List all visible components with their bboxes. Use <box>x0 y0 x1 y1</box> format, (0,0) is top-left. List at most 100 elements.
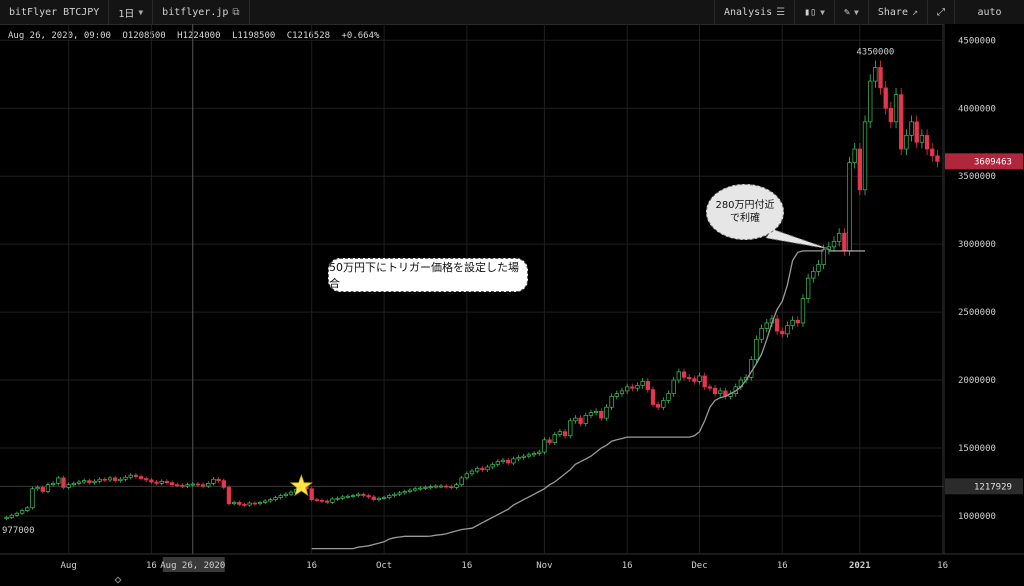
time-tick-label: 16 <box>937 561 948 571</box>
chart-type-button[interactable]: ▮▯ ▼ <box>794 0 834 24</box>
star-marker <box>289 474 313 497</box>
bubble-tail <box>765 228 829 250</box>
candle-body <box>842 232 847 252</box>
candle-body <box>511 458 516 464</box>
candle-body <box>868 80 873 123</box>
candle-body <box>904 135 909 150</box>
ohlc-legend: Aug 26, 2020, 09:00 O1208500 H1224000 L1… <box>8 31 385 41</box>
candle-body <box>506 459 511 464</box>
candle-body <box>785 325 790 335</box>
candle-body <box>71 482 76 486</box>
candle-body <box>92 480 97 484</box>
candle-body <box>262 500 268 503</box>
candle-body <box>542 439 547 453</box>
candle-body <box>557 431 563 435</box>
candle-body <box>14 512 20 516</box>
candle-body <box>407 489 413 492</box>
candle-body <box>35 487 40 490</box>
candle-body <box>935 155 940 162</box>
candle-body <box>257 502 263 505</box>
candle-body <box>475 468 480 472</box>
candle-body <box>780 330 785 335</box>
trigger-price-tag <box>945 478 1023 495</box>
candle-body <box>412 488 418 491</box>
candle-body <box>547 439 552 443</box>
price-tick-label: 4000000 <box>958 104 996 114</box>
candle-body <box>759 328 764 340</box>
candle-body <box>826 246 831 250</box>
candle-body <box>862 121 868 191</box>
candle-body <box>712 387 718 394</box>
exchange-link[interactable]: bitflyer.jp ⧉ <box>153 0 250 24</box>
share-label: Share <box>877 6 908 18</box>
trigger-callout-text: 50万円下にトリガー価格を設定した場合 <box>329 261 519 290</box>
candle-body <box>914 121 919 143</box>
candle-body <box>811 270 816 279</box>
candle-body <box>899 94 904 150</box>
analysis-button[interactable]: Analysis ☰ <box>713 0 794 24</box>
price-chart[interactable]: 4500000 4000000 3500000 3000000 2500000 20000… <box>0 24 1024 586</box>
candle-body <box>325 500 330 503</box>
candle-body <box>588 412 594 416</box>
candle-body <box>480 468 485 471</box>
interval-label: 1日 <box>118 8 135 20</box>
candle-body <box>169 482 175 486</box>
candle-body <box>764 322 769 329</box>
expand-icon: ⤢ <box>937 6 945 18</box>
chart-toolbar: bitFlyer BTCJPY 1日 ▼ bitflyer.jp ⧉ Analysi… <box>0 0 1024 25</box>
time-tick-label: Aug 26, 2020 <box>160 561 225 571</box>
candle-body <box>831 241 837 248</box>
draw-tool-button[interactable]: ✎ ▼ <box>834 0 868 24</box>
candle-body <box>81 480 87 483</box>
candle-body <box>397 492 402 495</box>
candle-body <box>578 417 583 424</box>
candle-body <box>531 453 537 456</box>
candle-body <box>133 474 139 477</box>
candle-body <box>449 486 454 489</box>
candle-body <box>221 480 226 488</box>
candle-body <box>252 502 257 505</box>
candle-body <box>795 319 800 324</box>
candle-body <box>288 491 294 495</box>
symbol-selector[interactable]: bitFlyer BTCJPY <box>0 0 110 24</box>
candle-body <box>671 379 676 394</box>
time-tick-label: Dec <box>691 561 707 571</box>
fullscreen-button[interactable]: ⤢ <box>927 0 954 24</box>
candle-body <box>630 386 635 389</box>
candle-body <box>624 386 630 392</box>
candle-body <box>366 495 371 498</box>
candle-body <box>61 477 66 488</box>
candle-body <box>242 504 247 506</box>
candle-body <box>361 493 366 496</box>
candle-body <box>702 375 707 388</box>
candle-body <box>438 485 444 488</box>
scale-mode-button[interactable]: auto <box>954 0 1024 24</box>
candle-body <box>19 510 25 514</box>
candle-body <box>4 516 9 520</box>
candle-body <box>661 400 666 408</box>
candle-body <box>469 470 475 475</box>
price-tick-label: 2000000 <box>958 376 996 386</box>
candle-body <box>164 480 170 484</box>
candle-body <box>718 390 723 394</box>
candle-body <box>805 277 811 299</box>
time-tick-label: 16 <box>622 561 633 571</box>
bubble-line-1: 280万円付近 <box>715 200 775 211</box>
price-tick-label: 1500000 <box>958 444 996 454</box>
candle-body <box>350 495 356 497</box>
candle-body <box>495 461 501 465</box>
candle-body <box>237 502 242 505</box>
candle-body <box>604 406 609 419</box>
candle-body <box>40 487 45 492</box>
candle-body <box>118 478 123 481</box>
candle-body <box>56 477 61 484</box>
candle-body <box>500 459 506 462</box>
share-button[interactable]: Share ↗ <box>867 0 927 24</box>
candle-body <box>645 381 650 390</box>
candle-body <box>837 232 842 242</box>
candle-body <box>878 67 883 89</box>
candle-body <box>790 319 795 327</box>
ohlc-change: +0.664% <box>341 31 380 41</box>
interval-selector[interactable]: 1日 ▼ <box>109 0 154 24</box>
price-tick-label: 3000000 <box>958 240 996 250</box>
